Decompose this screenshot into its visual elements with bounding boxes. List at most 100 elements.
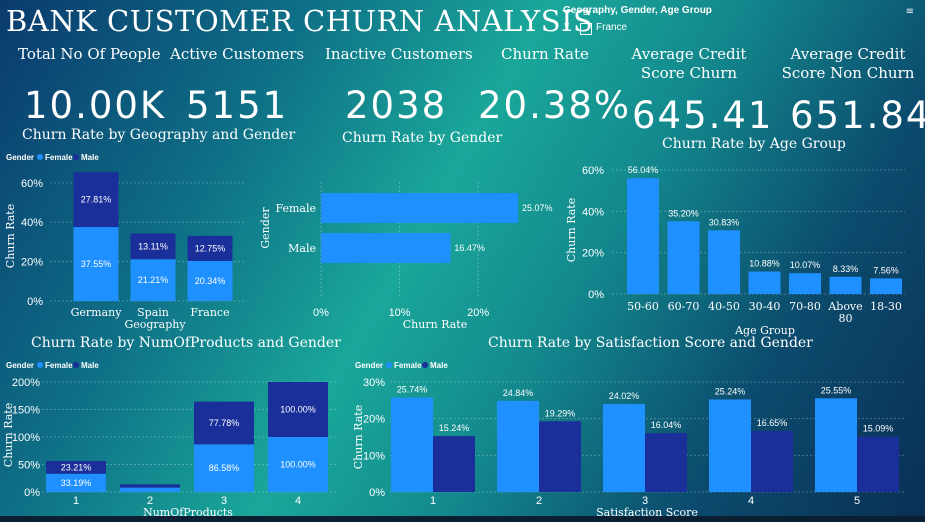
data-label: 15.24% (439, 423, 470, 433)
slicer-option-label: France (596, 22, 628, 33)
chart-satisfaction: Gender Female Male 0% 10% 20% 30% Churn Rate 25.… (352, 361, 905, 519)
bar-female (815, 398, 857, 492)
x-axis-title: Age Group (734, 324, 795, 337)
data-label: 100.00% (280, 405, 316, 415)
y-axis-title: Gender (259, 207, 272, 249)
x-tick-label: 10% (389, 307, 411, 319)
x-tick-label: 60-70 (668, 300, 700, 313)
bar-male (321, 233, 451, 263)
bar-male (433, 436, 475, 492)
bar-female (194, 444, 254, 492)
data-label: 15.09% (863, 424, 894, 434)
kpi-label-active: Active Customers (170, 45, 305, 63)
y-tick-label: Female (275, 202, 316, 215)
y-axis-title: Churn Rate (352, 405, 365, 469)
x-tick-label: 20% (467, 307, 489, 319)
bar-male (751, 430, 793, 492)
data-label: 24.84% (503, 388, 534, 398)
data-label: 77.78% (209, 418, 240, 428)
x-tick-label: 4 (295, 495, 301, 507)
legend-marker (422, 362, 428, 368)
legend-marker (73, 154, 79, 160)
y-tick-label: 40% (21, 217, 43, 229)
y-tick-label: 20% (363, 414, 385, 426)
bar-male (120, 484, 180, 488)
y-axis-title: Churn Rate (565, 198, 578, 262)
y-tick-label: 0% (24, 487, 40, 499)
legend-marker (73, 362, 79, 368)
data-label: 25.74% (397, 385, 428, 395)
x-tick-label: 3 (221, 495, 227, 507)
chevron-down-icon[interactable]: ∨ (563, 21, 571, 32)
y-tick-label: 20% (21, 257, 43, 269)
y-tick-label: 200% (12, 377, 40, 389)
y-tick-label: 100% (12, 432, 40, 444)
slicer-title: Geography, Gender, Age Group (563, 5, 712, 16)
legend-label: Male (81, 153, 99, 162)
legend-marker (37, 154, 43, 160)
data-label: 13.11% (138, 241, 168, 251)
data-label: 8.33% (833, 264, 859, 274)
data-label: 16.65% (757, 418, 788, 428)
x-tick-label: 40-50 (708, 300, 740, 313)
kpi-value-total: 10.00K (24, 84, 167, 127)
bar-male (46, 460, 106, 474)
legend-marker (386, 362, 392, 368)
y-tick-label: 50% (18, 460, 40, 472)
x-tick-label: 2 (536, 495, 542, 507)
bar-female (497, 400, 539, 492)
x-tick-label: France (190, 306, 229, 319)
bar-male (73, 172, 119, 228)
data-label: 23.21% (61, 462, 92, 472)
data-label: 10.07% (790, 260, 821, 270)
y-tick-label: 30% (363, 377, 385, 389)
bar-male (539, 421, 581, 492)
data-label: 30.83% (709, 217, 740, 227)
data-label: 100.00% (280, 460, 316, 470)
bar-female (120, 487, 180, 492)
bar-female (187, 260, 233, 301)
x-tick-label: Germany (71, 306, 123, 319)
y-tick-label: 40% (582, 206, 604, 218)
data-label: 37.55% (81, 259, 112, 269)
chart-title-satisfaction: Churn Rate by Satisfaction Score and Gen… (488, 335, 813, 351)
legend-title: Gender (6, 153, 34, 162)
data-label: 19.29% (545, 408, 576, 418)
x-tick-label: 1 (430, 495, 436, 507)
bar-male (187, 235, 233, 261)
bar-male (857, 436, 899, 492)
x-tick-label: 5 (854, 495, 860, 507)
filter-icon[interactable]: ≡ (905, 6, 914, 17)
legend-label: Female (45, 361, 73, 370)
bar-male (130, 233, 176, 260)
bar-female (46, 473, 106, 492)
vertical-scrollbar[interactable] (915, 0, 925, 516)
bar-female (391, 397, 433, 492)
kpi-label-churn: Churn Rate (501, 45, 589, 63)
legend-label: Female (45, 153, 73, 162)
data-label: 33.19% (61, 478, 92, 488)
slicer-panel[interactable]: Geography, Gender, Age Group ≡ ∨ France (558, 2, 918, 42)
data-label: 10.88% (749, 259, 780, 269)
kpi-value-credit-nonchurn: 651.84 (790, 94, 925, 137)
x-tick-label: 1 (73, 495, 79, 507)
data-label: 25.07% (522, 203, 553, 213)
bar-male (645, 433, 687, 492)
data-label: 16.04% (651, 420, 682, 430)
chart-gender: 0% 10% 20% 25.07% Female 16.47% Male Gender Chur… (259, 182, 553, 331)
bar-male (268, 382, 328, 437)
data-label: 25.55% (821, 385, 852, 395)
data-label: 86.58% (209, 463, 240, 473)
data-label: 35.20% (668, 208, 699, 218)
y-tick-label: 0% (588, 289, 604, 301)
legend-label: Female (394, 361, 422, 370)
bar-female (321, 193, 518, 223)
y-axis-title: Churn Rate (2, 403, 15, 467)
y-tick-label: 150% (12, 405, 40, 417)
data-label: 21.21% (138, 275, 169, 285)
kpi-label-credit-churn: Average Credit Score Churn (631, 45, 747, 82)
legend-label: Male (81, 361, 99, 370)
data-label: 20.34% (195, 276, 226, 286)
slicer-checkbox[interactable] (580, 23, 592, 35)
